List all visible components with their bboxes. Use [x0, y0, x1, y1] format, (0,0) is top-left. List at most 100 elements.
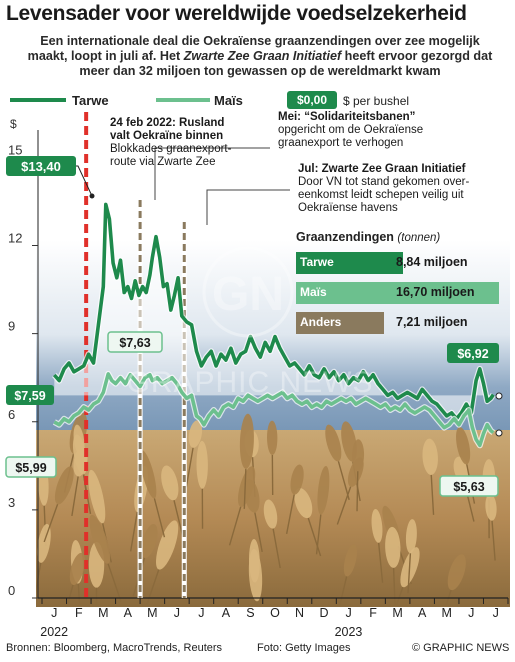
- corn-peak-label: $7,63: [107, 331, 163, 353]
- wheat-ears-decoration: [36, 412, 497, 607]
- svg-text:$7,59: $7,59: [14, 389, 45, 403]
- legend-unit-label: $ per bushel: [343, 94, 409, 108]
- page-title: Levensader voor wereldwijde voedselzeker…: [6, 2, 467, 25]
- wheat-ear: [325, 424, 350, 501]
- value-labels: $13,40 $7,59 $6,92 $5,99 $7,63: [5, 156, 503, 497]
- shipment-label: Tarwe: [300, 255, 334, 269]
- x-month-label: J: [345, 606, 351, 620]
- wheat-end-label: $6,92: [447, 343, 503, 400]
- subtitle-line-2b: heeft ervoor gezorgd dat: [344, 49, 493, 63]
- wheat-ear: [228, 466, 256, 546]
- jul-body-1: Door VN tot stand gekomen over-: [298, 176, 470, 188]
- shipments-header: Graanzendingen (tonnen): [296, 230, 440, 244]
- svg-text:$13,40: $13,40: [21, 159, 61, 174]
- svg-text:GN: GN: [212, 268, 284, 321]
- wheat-ear: [89, 514, 122, 602]
- subtitle-line-1: Een internationale deal die Oekraïense g…: [40, 34, 480, 48]
- wheat-ear: [438, 554, 466, 607]
- invasion-title-2: valt Oekraïne binnen: [110, 130, 224, 142]
- wheat-ear: [140, 450, 166, 538]
- may-body-2: graanexport te verhogen: [278, 137, 404, 149]
- series-line-mais: [53, 372, 495, 448]
- wheat-ear: [405, 519, 417, 594]
- watermark-text: GRAPHIC NEWS: [126, 366, 373, 399]
- invasion-body-1: Blokkades graanexport-: [110, 143, 232, 155]
- wheat-ear: [336, 544, 357, 607]
- wheat-ear: [43, 466, 74, 543]
- y-tick-label: 3: [8, 495, 15, 510]
- shipment-bar: [296, 282, 499, 304]
- wheat-ear: [315, 466, 330, 555]
- wheat-ear: [485, 493, 497, 561]
- series-line-tarwe: [52, 202, 495, 421]
- y-unit-label: $: [10, 117, 17, 131]
- wheat-start-label: $7,59: [6, 385, 54, 405]
- svg-text:$5,99: $5,99: [15, 461, 46, 475]
- subtitle-italic: Zwarte Zee Graan Initiatief: [183, 49, 342, 63]
- wheat-ear: [263, 499, 281, 569]
- x-month-label: J: [174, 606, 180, 620]
- y-tick-label: 0: [8, 583, 15, 598]
- svg-text:$5,63: $5,63: [453, 480, 484, 494]
- wheat-ear: [239, 413, 254, 509]
- x-month-label: D: [320, 606, 329, 620]
- shipment-bar: [296, 252, 403, 274]
- x-month-label: F: [369, 606, 377, 620]
- x-month-label: A: [124, 606, 133, 620]
- corn-start-label: $5,99: [5, 456, 57, 478]
- subtitle: Een internationale deal die Oekraïense g…: [10, 34, 510, 79]
- invasion-title-1: 24 feb 2022: Rusland: [110, 117, 225, 129]
- y-tick-label: 12: [8, 231, 22, 246]
- jul-body-2: eenkomst leidt schepen veilig uit: [298, 189, 464, 201]
- svg-text:$6,92: $6,92: [457, 347, 488, 361]
- subtitle-line-2a: maakt, loopt in juli af. Het: [27, 49, 181, 63]
- wheat-ear: [294, 488, 322, 557]
- jul-note: Jul: Zwarte Zee Graan Initiatief Door VN…: [298, 163, 508, 215]
- annotation-leaders: [154, 147, 290, 225]
- jul-body-3: Oekraïense havens: [298, 202, 398, 214]
- jul-title: Jul: Zwarte Zee Graan Initiatief: [298, 163, 466, 175]
- shipment-value: 16,70 miljoen: [396, 285, 475, 299]
- legend-unit-sample: $0,00: [297, 93, 327, 107]
- shipment-label: Maïs: [300, 285, 327, 299]
- x-month-label: F: [75, 606, 83, 620]
- x-month-label: J: [493, 606, 499, 620]
- wheat-ear: [71, 446, 88, 517]
- invasion-note: 24 feb 2022: Rusland valt Oekraïne binne…: [110, 117, 280, 169]
- x-month-label: M: [392, 606, 402, 620]
- shipment-label: Anders: [300, 315, 342, 329]
- svg-text:$7,63: $7,63: [119, 336, 150, 350]
- legend-unit-swatch: [287, 91, 337, 109]
- corn-end-label: $5,63: [439, 429, 503, 497]
- footer-sources: Bronnen: Bloomberg, MacroTrends, Reuters: [6, 642, 223, 654]
- wheat-ear: [267, 420, 278, 495]
- shipments-title: Graanzendingen: [296, 230, 394, 244]
- tarwe-area: [54, 204, 494, 419]
- shipment-value: 8,84 miljoen: [396, 255, 468, 269]
- x-month-label: O: [270, 606, 280, 620]
- y-tick-label: 15: [8, 142, 22, 157]
- year-label: 2022: [40, 625, 68, 639]
- wheat-ear: [61, 552, 85, 607]
- x-month-label: S: [246, 606, 254, 620]
- year-label: 2023: [335, 625, 363, 639]
- wheat-ear: [196, 440, 208, 529]
- y-tick-label: 9: [8, 319, 15, 334]
- shipment-value: 7,21 miljoen: [396, 315, 468, 329]
- legend-tarwe-label: Tarwe: [72, 93, 109, 108]
- x-month-label: M: [147, 606, 157, 620]
- wheat-ear: [145, 520, 179, 607]
- x-month-label: A: [418, 606, 427, 620]
- x-month-label: J: [198, 606, 204, 620]
- x-month-label: J: [51, 606, 57, 620]
- may-title: Mei: “Solidariteitsbanen”: [278, 111, 416, 123]
- may-body-1: opgericht om de Oekraïense: [278, 124, 424, 136]
- may-note: Mei: “Solidariteitsbanen” opgericht om d…: [278, 111, 498, 150]
- shipment-bar: [296, 312, 384, 334]
- shipments-unit: (tonnen): [397, 232, 441, 244]
- y-tick-label: 6: [8, 407, 15, 422]
- subtitle-line-3: meer dan 32 miljoen ton gewassen op de w…: [79, 64, 441, 78]
- legend-mais-label: Maïs: [214, 93, 243, 108]
